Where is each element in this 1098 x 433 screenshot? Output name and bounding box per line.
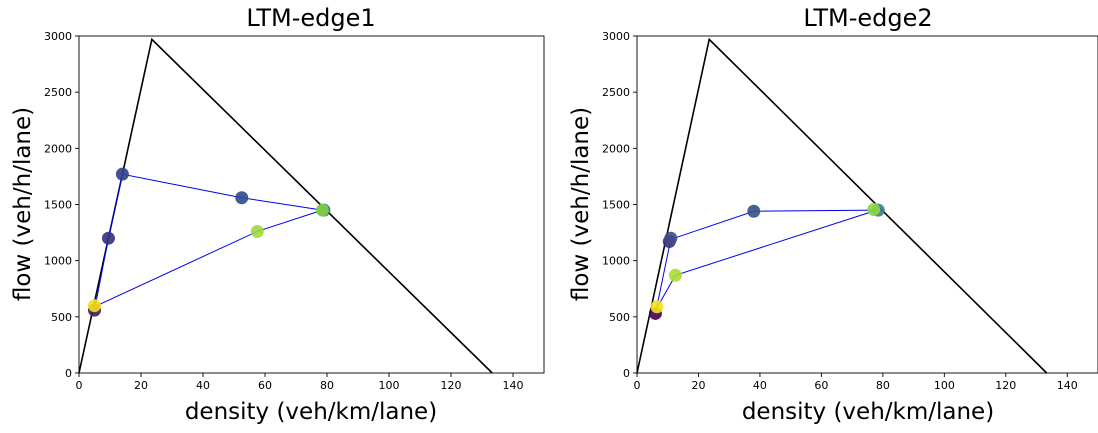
x-tick-label: 120 bbox=[441, 379, 462, 392]
scatter-point bbox=[664, 231, 678, 245]
x-tick-label: 0 bbox=[76, 379, 83, 392]
scatter-point bbox=[668, 268, 682, 282]
chart-panel-edge1: LTM-edge1 density (veh/km/lane) flow (ve… bbox=[10, 4, 545, 425]
scatter-point bbox=[101, 231, 115, 245]
chart-title: LTM-edge2 bbox=[803, 4, 932, 32]
scatter-point bbox=[235, 191, 249, 205]
plot-frame bbox=[78, 35, 545, 374]
x-tick-label: 40 bbox=[753, 379, 767, 392]
y-tick-label: 1000 bbox=[602, 255, 630, 268]
y-tick-label: 500 bbox=[51, 311, 72, 324]
scatter-point bbox=[315, 203, 329, 217]
y-tick-label: 1000 bbox=[44, 255, 72, 268]
x-tick-label: 120 bbox=[995, 379, 1016, 392]
y-tick-label: 1500 bbox=[602, 199, 630, 212]
y-tick-label: 2000 bbox=[602, 142, 630, 155]
fundamental-diagram-line bbox=[636, 37, 1048, 374]
x-tick-label: 140 bbox=[503, 379, 524, 392]
x-tick-label: 100 bbox=[379, 379, 400, 392]
fundamental-diagram-line bbox=[78, 37, 493, 374]
x-tick-label: 40 bbox=[196, 379, 210, 392]
chart-title: LTM-edge1 bbox=[246, 4, 375, 32]
y-tick-label: 0 bbox=[65, 367, 72, 380]
x-tick-label: 60 bbox=[258, 379, 272, 392]
scatter-point bbox=[650, 300, 664, 314]
scatter-point bbox=[88, 299, 101, 313]
x-tick-label: 80 bbox=[876, 379, 890, 392]
x-tick-label: 20 bbox=[691, 379, 705, 392]
trajectory-line bbox=[94, 173, 323, 311]
x-tick-label: 140 bbox=[1057, 379, 1078, 392]
plot-frame bbox=[636, 35, 1098, 374]
y-tick-label: 3000 bbox=[44, 30, 72, 43]
trajectory-line bbox=[654, 209, 877, 314]
scatter-point bbox=[747, 204, 761, 218]
x-axis-label: density (veh/km/lane) bbox=[742, 399, 994, 425]
y-axis-label: flow (veh/h/lane) bbox=[568, 107, 594, 301]
y-tick-label: 2500 bbox=[44, 86, 72, 99]
y-axis-label: flow (veh/h/lane) bbox=[10, 107, 36, 301]
scatter-point bbox=[250, 224, 264, 238]
y-tick-label: 0 bbox=[623, 367, 630, 380]
x-tick-label: 80 bbox=[320, 379, 334, 392]
y-tick-label: 500 bbox=[609, 311, 630, 324]
x-tick-label: 20 bbox=[134, 379, 148, 392]
scatter-point bbox=[867, 203, 881, 217]
scatter-point bbox=[115, 167, 129, 181]
y-tick-label: 1500 bbox=[44, 199, 72, 212]
chart-panel-edge2: LTM-edge2 density (veh/km/lane) flow (ve… bbox=[568, 4, 1098, 425]
x-tick-label: 0 bbox=[634, 379, 641, 392]
x-tick-label: 100 bbox=[934, 379, 955, 392]
x-tick-label: 60 bbox=[814, 379, 828, 392]
y-tick-label: 2500 bbox=[602, 86, 630, 99]
y-tick-label: 3000 bbox=[602, 30, 630, 43]
y-tick-label: 2000 bbox=[44, 142, 72, 155]
x-axis-label: density (veh/km/lane) bbox=[185, 399, 437, 425]
